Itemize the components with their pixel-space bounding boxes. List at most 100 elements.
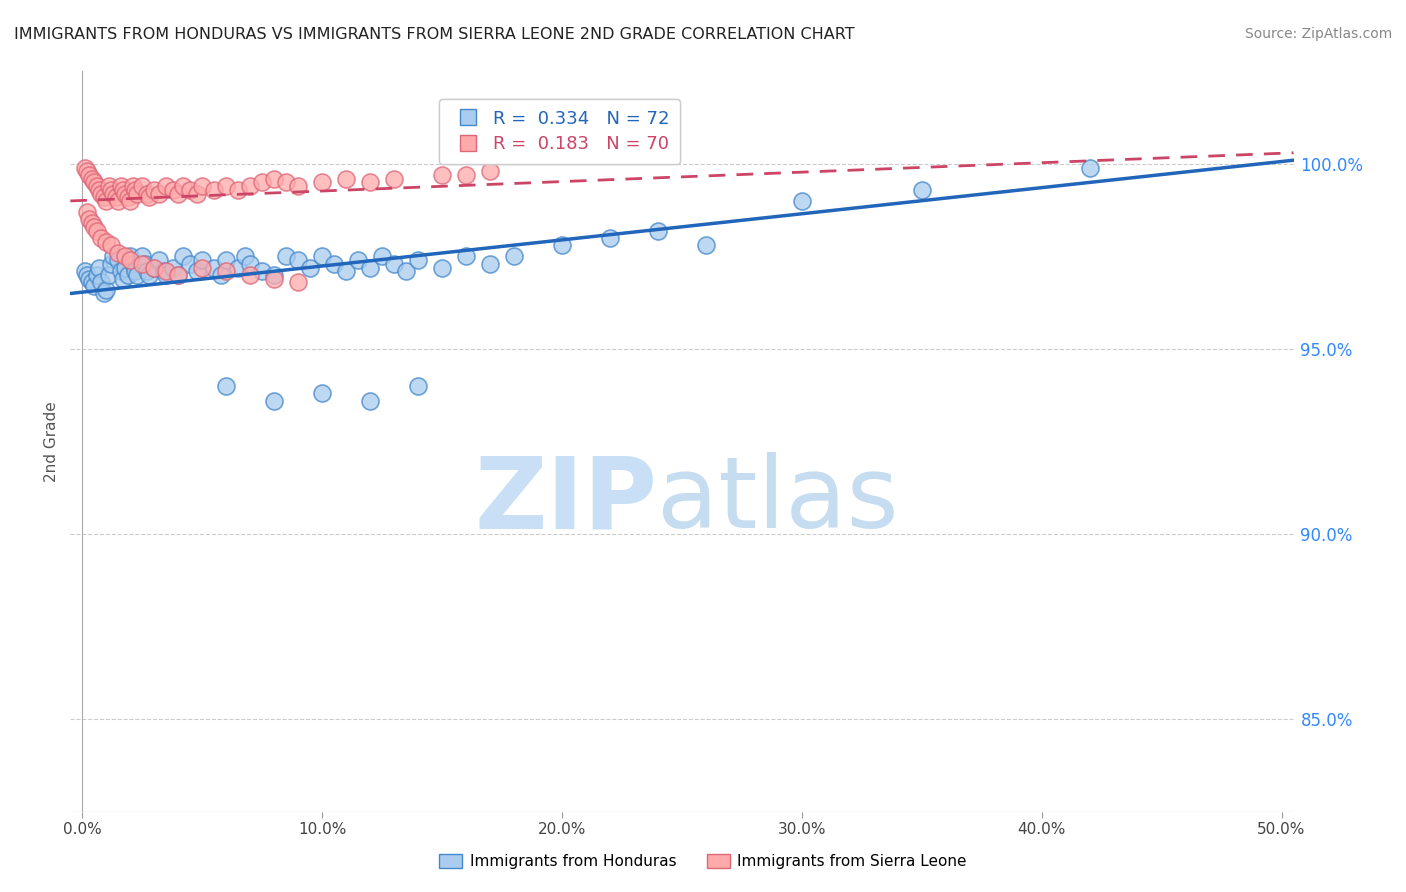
Point — [83, 176, 105, 190]
Point — [215, 264, 238, 278]
Point — [167, 268, 190, 282]
Point — [134, 257, 156, 271]
Point — [167, 268, 190, 282]
Point — [311, 250, 333, 264]
Point — [107, 253, 129, 268]
Point — [83, 219, 105, 234]
Point — [263, 268, 285, 282]
Point — [226, 183, 249, 197]
Point — [287, 179, 309, 194]
Point — [103, 250, 125, 264]
Point — [76, 268, 98, 282]
Point — [162, 183, 184, 197]
Point — [90, 276, 112, 290]
Point — [121, 179, 143, 194]
Point — [191, 253, 214, 268]
Point — [311, 386, 333, 401]
Point — [153, 264, 176, 278]
Point — [90, 186, 112, 201]
Point — [79, 168, 101, 182]
Point — [97, 179, 120, 194]
Point — [202, 183, 225, 197]
Point — [551, 238, 574, 252]
Point — [382, 171, 405, 186]
Point — [143, 183, 166, 197]
Text: Source: ZipAtlas.com: Source: ZipAtlas.com — [1244, 27, 1392, 41]
Point — [86, 179, 108, 194]
Point — [250, 176, 273, 190]
Point — [276, 250, 298, 264]
Point — [80, 171, 103, 186]
Point — [100, 183, 122, 197]
Point — [276, 176, 298, 190]
Point — [110, 264, 132, 278]
Point — [250, 264, 273, 278]
Point — [647, 223, 669, 237]
Point — [323, 257, 346, 271]
Point — [191, 179, 214, 194]
Point — [73, 161, 96, 175]
Point — [287, 276, 309, 290]
Point — [235, 250, 257, 264]
Point — [359, 393, 381, 408]
Point — [263, 271, 285, 285]
Point — [148, 186, 170, 201]
Point — [406, 379, 429, 393]
Point — [454, 250, 477, 264]
Point — [359, 260, 381, 275]
Point — [112, 271, 135, 285]
Point — [114, 260, 136, 275]
Point — [96, 235, 118, 249]
Point — [76, 164, 98, 178]
Point — [382, 257, 405, 271]
Point — [100, 238, 122, 252]
Point — [371, 250, 394, 264]
Point — [86, 268, 108, 282]
Point — [131, 179, 153, 194]
Point — [209, 268, 232, 282]
Point — [239, 257, 262, 271]
Point — [87, 260, 110, 275]
Point — [110, 179, 132, 194]
Point — [131, 257, 153, 271]
Point — [395, 264, 418, 278]
Point — [80, 276, 103, 290]
Point — [112, 183, 135, 197]
Point — [347, 253, 370, 268]
Point — [911, 183, 934, 197]
Point — [86, 223, 108, 237]
Point — [121, 257, 143, 271]
Point — [120, 253, 142, 268]
Point — [162, 260, 184, 275]
Point — [143, 260, 166, 275]
Point — [299, 260, 322, 275]
Point — [120, 194, 142, 208]
Point — [215, 253, 238, 268]
Point — [406, 253, 429, 268]
Point — [96, 194, 118, 208]
Point — [117, 190, 139, 204]
Point — [100, 257, 122, 271]
Point — [107, 245, 129, 260]
Point — [179, 257, 201, 271]
Point — [76, 205, 98, 219]
Point — [695, 238, 717, 252]
Point — [287, 253, 309, 268]
Point — [107, 194, 129, 208]
Point — [430, 260, 453, 275]
Y-axis label: 2nd Grade: 2nd Grade — [44, 401, 59, 482]
Point — [191, 260, 214, 275]
Point — [202, 260, 225, 275]
Point — [96, 283, 118, 297]
Point — [167, 186, 190, 201]
Point — [80, 216, 103, 230]
Point — [263, 171, 285, 186]
Point — [73, 264, 96, 278]
Point — [335, 171, 357, 186]
Point — [430, 168, 453, 182]
Text: ZIP: ZIP — [475, 452, 658, 549]
Point — [155, 264, 177, 278]
Point — [138, 268, 160, 282]
Point — [90, 231, 112, 245]
Point — [138, 190, 160, 204]
